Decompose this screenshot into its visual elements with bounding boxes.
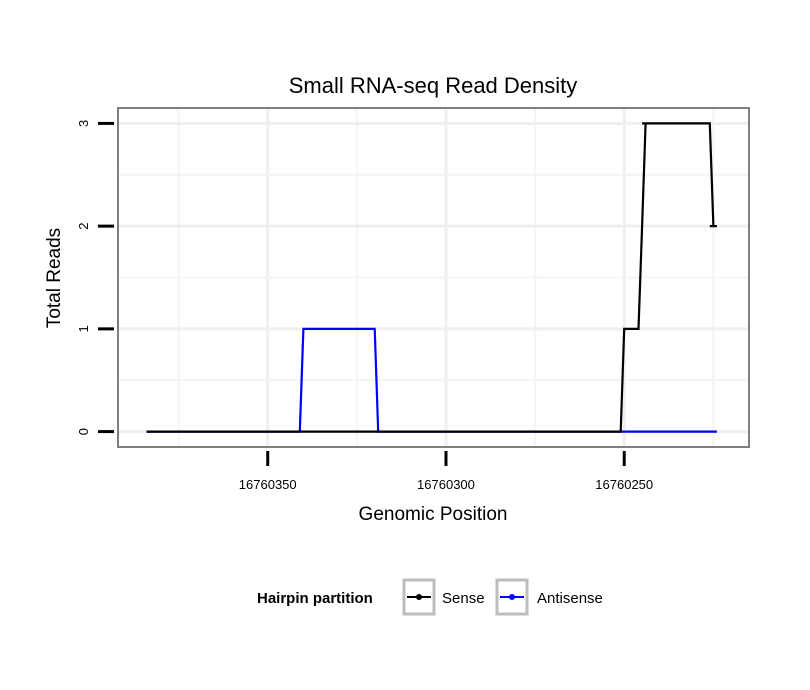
y-axis-title: Total Reads [44, 228, 65, 328]
legend-title: Hairpin partition [257, 590, 373, 607]
x-tick-label-1: 16760300 [417, 477, 475, 492]
axis-ticks: 16760350 16760300 16760250 0 1 2 3 [76, 120, 653, 492]
chart-title: Small RNA-seq Read Density [289, 73, 578, 98]
x-axis-title: Genomic Position [359, 504, 508, 525]
legend-dot-sense [416, 594, 422, 600]
grid [118, 108, 749, 447]
plot-border [117, 107, 750, 448]
y-tick-label-1: 1 [76, 325, 91, 332]
legend: Hairpin partition Sense Antisense [257, 578, 603, 616]
x-tick-label-0: 16760350 [239, 477, 297, 492]
legend-item-antisense: Antisense [495, 578, 603, 616]
legend-dot-antisense [509, 594, 515, 600]
y-tick-label-2: 2 [76, 223, 91, 230]
x-tick-label-2: 16760250 [595, 477, 653, 492]
legend-label-sense: Sense [442, 590, 485, 607]
series-layer [146, 122, 717, 433]
legend-item-sense: Sense [402, 578, 485, 616]
legend-label-antisense: Antisense [537, 590, 603, 607]
series-line-sense [146, 122, 717, 433]
y-tick-label-3: 3 [76, 120, 91, 127]
y-tick-label-0: 0 [76, 428, 91, 435]
